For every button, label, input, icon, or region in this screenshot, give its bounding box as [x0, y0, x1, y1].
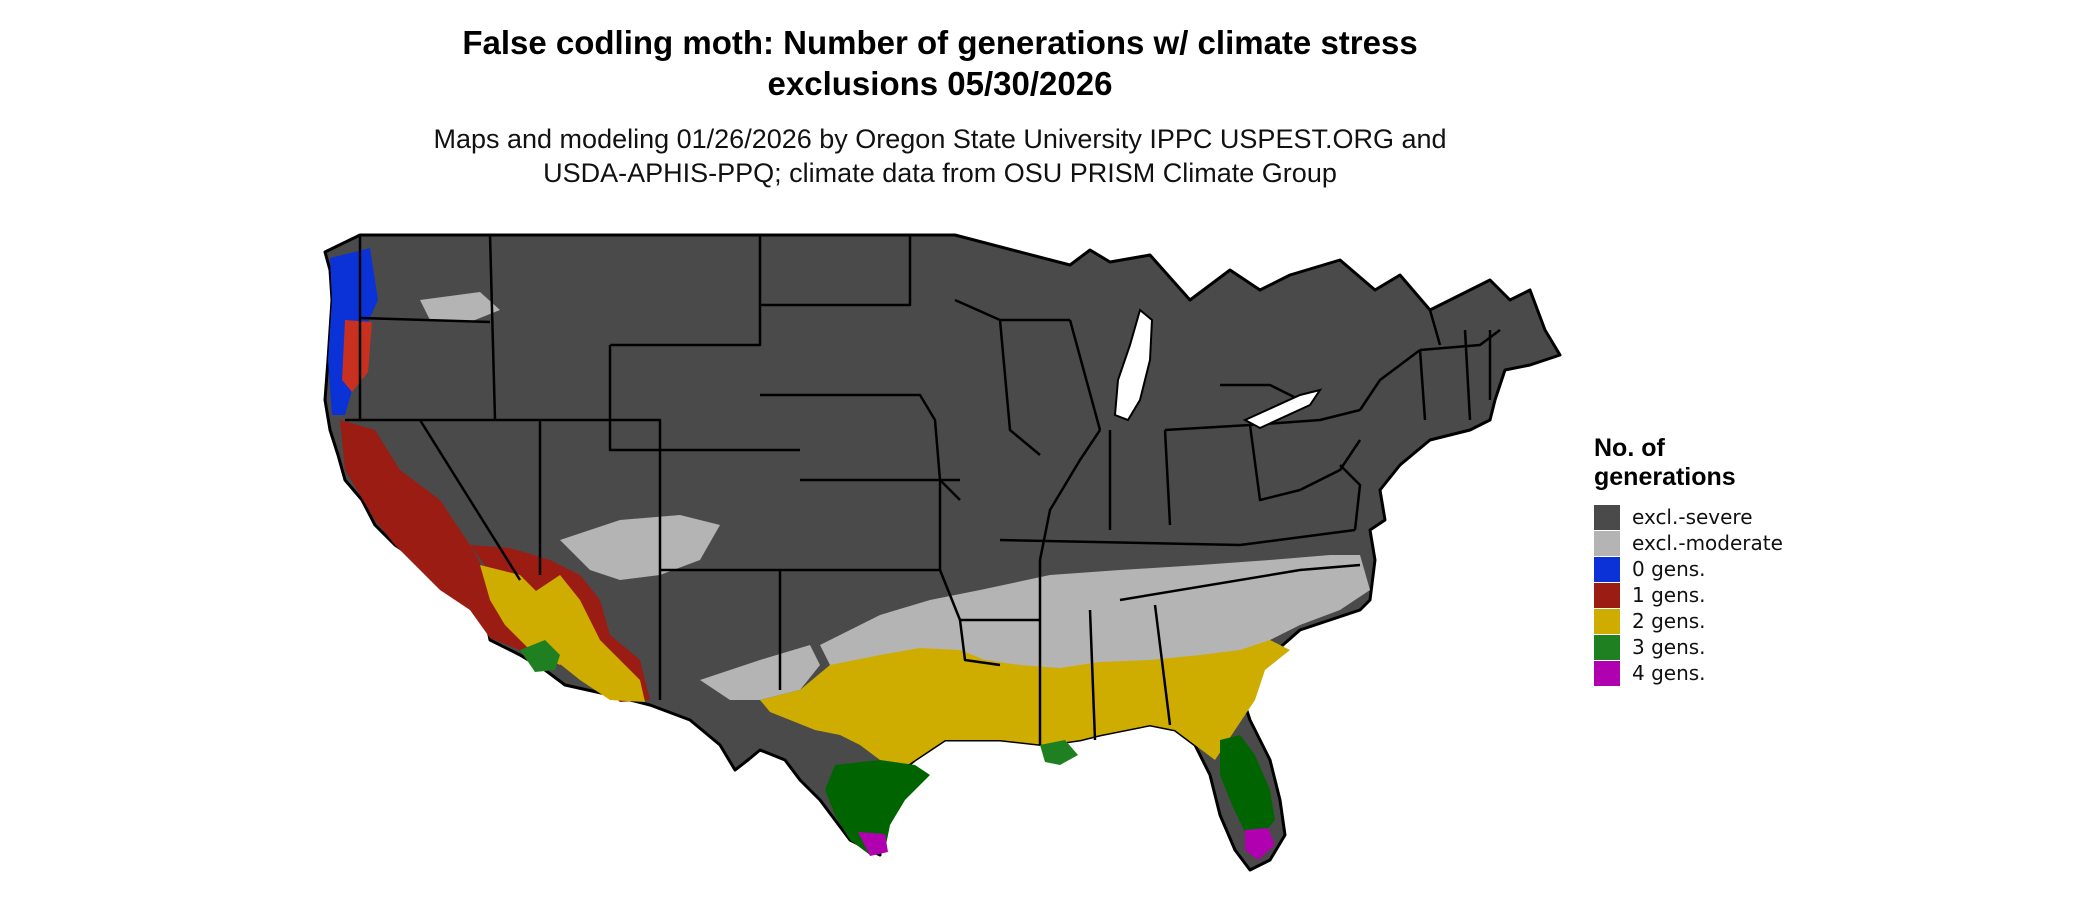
gen3-arizona	[520, 640, 560, 672]
legend-swatch	[1594, 504, 1620, 530]
lake-michigan	[1113, 308, 1154, 422]
state-boundaries	[345, 234, 1501, 745]
legend-label: excl.-moderate	[1632, 531, 1783, 555]
legend-item: 3 gens.	[1594, 634, 1894, 660]
gen2-gulf-states	[760, 640, 1290, 770]
legend-swatch	[1594, 556, 1620, 582]
legend-label: 2 gens.	[1632, 609, 1706, 633]
subtitle-line-1: Maps and modeling 01/26/2026 by Oregon S…	[433, 124, 1447, 154]
legend-label: excl.-severe	[1632, 505, 1753, 529]
gen1-oregon-coast	[342, 320, 372, 392]
gen3-south-texas	[825, 760, 930, 855]
map-subtitle: Maps and modeling 01/26/2026 by Oregon S…	[260, 122, 1620, 190]
moderate-northwest	[420, 292, 500, 322]
gen4-south-texas-tip	[858, 832, 888, 856]
legend-item: excl.-moderate	[1594, 530, 1894, 556]
legend-title-line-2: generations	[1594, 463, 1736, 491]
legend-swatch	[1594, 660, 1620, 686]
lake-erie	[1242, 388, 1323, 430]
legend-swatch	[1594, 530, 1620, 556]
gen4-south-florida	[1245, 828, 1275, 860]
legend-item: 2 gens.	[1594, 608, 1894, 634]
moderate-texas-west	[700, 645, 820, 700]
legend-item: 4 gens.	[1594, 660, 1894, 686]
moderate-southwest	[560, 515, 720, 580]
legend-label: 1 gens.	[1632, 583, 1706, 607]
gen3-florida	[1220, 735, 1275, 835]
subtitle-line-2: USDA-APHIS-PPQ; climate data from OSU PR…	[543, 158, 1337, 188]
legend-label: 4 gens.	[1632, 661, 1706, 685]
legend-items: excl.-severe excl.-moderate 0 gens. 1 gens.…	[1594, 504, 1894, 686]
legend-swatch	[1594, 608, 1620, 634]
legend-swatch	[1594, 582, 1620, 608]
legend: No. of generations excl.-severe excl.-mod…	[1594, 434, 1894, 686]
title-line-1: False codling moth: Number of generation…	[462, 24, 1418, 61]
gen3-louisiana	[1040, 740, 1078, 765]
map-title: False codling moth: Number of generation…	[260, 22, 1620, 104]
gen2-arizona	[530, 575, 645, 702]
legend-item: 1 gens.	[1594, 582, 1894, 608]
legend-title: No. of generations	[1594, 434, 1894, 492]
title-line-2: exclusions 05/30/2026	[767, 65, 1113, 102]
legend-item: 0 gens.	[1594, 556, 1894, 582]
legend-item: excl.-severe	[1594, 504, 1894, 530]
legend-label: 3 gens.	[1632, 635, 1706, 659]
legend-title-line-1: No. of	[1594, 434, 1665, 462]
legend-label: 0 gens.	[1632, 557, 1706, 581]
legend-swatch	[1594, 634, 1620, 660]
us-generations-map	[323, 233, 1562, 872]
